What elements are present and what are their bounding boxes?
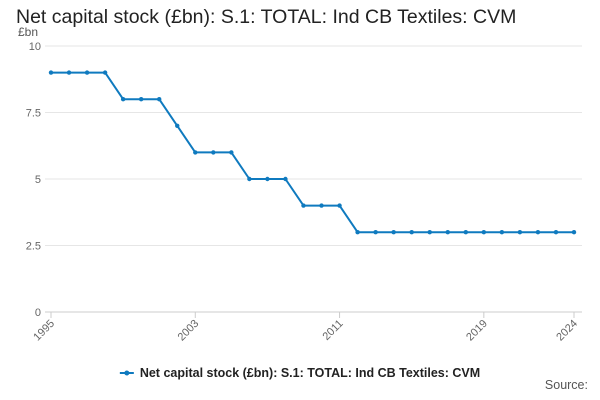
data-point — [319, 203, 324, 208]
legend: Net capital stock (£bn): S.1: TOTAL: Ind… — [119, 366, 480, 380]
data-point — [571, 230, 577, 235]
x-tick-label: 1995 — [31, 318, 57, 344]
x-tick-label: 2019 — [464, 318, 490, 344]
data-point — [247, 176, 252, 182]
data-point — [301, 203, 306, 208]
y-tick-label: 5 — [35, 174, 41, 186]
data-point — [553, 230, 559, 235]
data-point — [535, 230, 541, 235]
legend-swatch-marker — [124, 370, 130, 376]
y-tick-label: 10 — [29, 41, 41, 53]
data-point — [265, 176, 270, 182]
data-point — [463, 230, 468, 235]
data-point — [283, 176, 288, 182]
legend-label: Net capital stock (£bn): S.1: TOTAL: Ind… — [140, 366, 480, 380]
series-line — [51, 71, 574, 234]
data-point — [517, 230, 523, 235]
data-point — [175, 123, 180, 128]
data-point — [157, 97, 162, 102]
data-point — [355, 230, 360, 235]
data-point — [66, 70, 72, 75]
data-point — [337, 203, 342, 208]
data-point — [445, 230, 450, 235]
source-label: Source: — [544, 378, 588, 392]
data-point — [102, 70, 108, 75]
data-point — [373, 230, 378, 235]
data-point — [48, 70, 54, 75]
data-point — [409, 230, 414, 235]
data-point — [481, 230, 487, 235]
data-point — [84, 70, 90, 75]
chart-title: Net capital stock (£bn): S.1: TOTAL: Ind… — [16, 6, 517, 28]
data-point — [211, 150, 216, 155]
data-point — [391, 230, 396, 235]
y-tick-label: 7.5 — [26, 108, 41, 120]
data-point — [193, 150, 198, 155]
x-tick-label: 2003 — [176, 318, 202, 344]
x-tick-label: 2024 — [554, 318, 580, 344]
y-axis-unit-label: £bn — [18, 25, 39, 39]
data-point — [138, 97, 144, 102]
data-point — [120, 97, 126, 102]
data-point — [427, 230, 432, 235]
y-tick-label: 2.5 — [26, 241, 41, 253]
x-tick-label: 2011 — [320, 318, 345, 343]
y-tick-label: 0 — [35, 307, 41, 319]
data-point — [499, 230, 505, 235]
data-point — [229, 150, 234, 155]
